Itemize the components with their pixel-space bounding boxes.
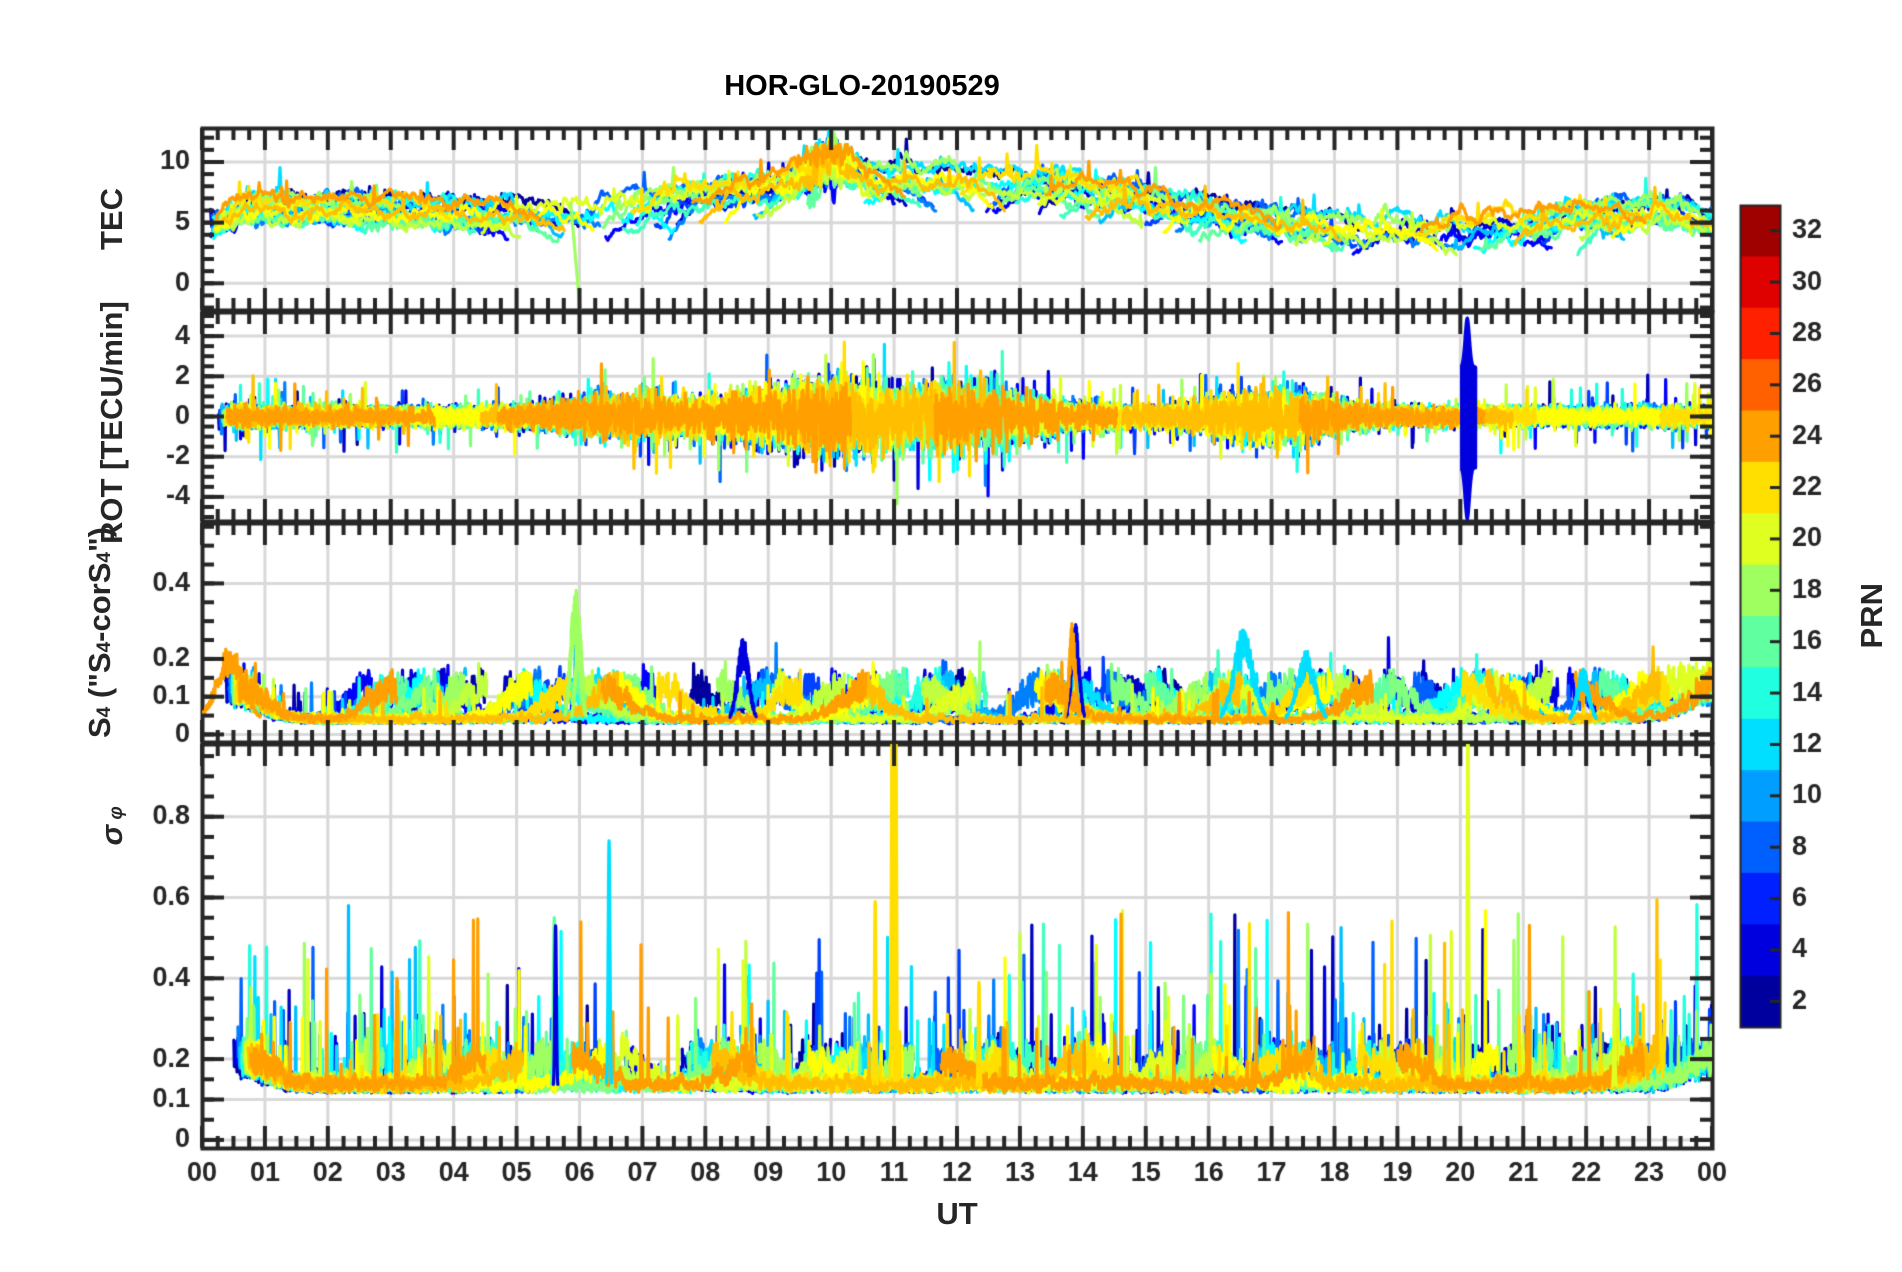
colorbar-label: PRN [1854,583,1889,649]
panel3-label-paren: ("S [82,652,117,707]
panel4-label-phi: φ [106,806,127,825]
panel3-label-sub3: 4 [94,552,115,563]
panel1-y-axis-label: TEC [94,188,129,250]
x-axis-label: UT [936,1196,978,1231]
panel3-label-s: S [82,717,117,738]
panel4-y-axis-label: σ φ [94,806,130,845]
panel3-label-sub1: 4 [94,706,115,718]
figure-title: HOR-GLO-20190529 [724,70,1000,102]
panel2-y-axis-label: ROT [TECU/min] [94,301,129,544]
panel3-y-axis-label: S4 ("S4-corS4") [82,527,118,738]
panel3-label-cor: -corS [82,562,117,642]
panel3-label-close: ") [82,526,117,553]
panel3-label-sub2: 4 [94,641,115,653]
panel4-label-sigma: σ [94,824,129,846]
